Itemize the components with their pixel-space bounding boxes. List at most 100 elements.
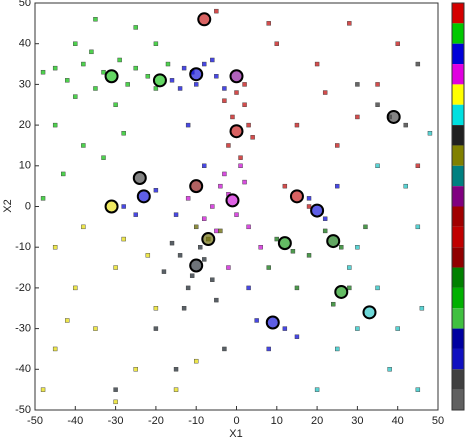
point [355,82,360,87]
point [415,61,421,67]
point [355,114,360,120]
colorbar-cell [452,389,464,410]
cluster-center [289,189,304,204]
point [153,41,159,46]
point [169,78,175,83]
point [52,346,58,352]
point [113,265,118,270]
point [185,122,191,128]
colorbar-cell [452,287,464,309]
point [222,171,227,177]
point [314,387,320,392]
point [238,163,243,169]
point [65,318,70,323]
cluster-center [189,258,204,273]
cluster-center [277,236,292,251]
point [331,301,336,307]
cluster-center [189,67,204,82]
point [403,122,408,128]
cluster-center [136,189,151,204]
point [238,155,243,160]
point [322,90,328,95]
point [375,102,380,107]
cluster-center [265,315,280,330]
point [40,387,46,392]
point [419,306,425,311]
point [193,358,199,364]
point [266,265,271,270]
point [294,285,300,291]
point [145,253,151,258]
point [125,82,130,87]
point [133,65,138,71]
point [335,183,340,189]
point [322,216,328,221]
point [363,224,368,230]
point [347,265,352,270]
point [52,244,58,250]
point [322,228,328,234]
y-tick-label: -10 [15,241,31,253]
point [242,179,247,185]
point [113,399,118,405]
point [335,346,340,352]
point [274,236,279,242]
cluster-center [326,234,341,249]
cluster-center [229,69,244,84]
point [113,387,118,392]
cluster-center [189,179,204,194]
point [226,265,231,270]
point [145,74,151,79]
cluster-center [362,305,377,320]
point [222,98,227,103]
point [375,285,380,291]
y-tick-label: 20 [19,119,31,131]
y-tick-label: 10 [19,160,31,172]
y-tick-label: 50 [19,0,31,9]
point [121,236,126,242]
point [185,285,191,291]
point [173,212,179,217]
point [93,326,98,331]
x-tick-label: 30 [351,415,363,427]
point [153,326,159,331]
point [282,183,288,189]
point [181,65,187,71]
cluster-center [104,69,119,84]
x-tick-label: -40 [67,415,83,427]
x-tick-label: -10 [188,415,204,427]
point [202,257,207,262]
point [347,285,352,291]
point [230,114,235,120]
point [202,163,207,169]
cluster-center [334,284,349,299]
point [161,269,167,274]
colorbar-cell [452,226,464,248]
point [242,102,247,107]
point [153,306,159,311]
point [153,188,159,193]
y-axis-label: X2 [2,199,14,212]
cluster-center [386,109,401,124]
point [314,61,320,67]
point [214,8,219,14]
point [246,122,251,128]
y-tick-label: 40 [19,38,31,50]
point [173,387,179,392]
point [52,122,58,128]
point [250,135,255,140]
point [395,326,400,331]
point [210,204,215,209]
point [403,183,408,189]
point [427,131,433,136]
x-tick-label: 10 [271,415,283,427]
point [177,253,183,258]
colorbar-cell [452,23,464,44]
y-tick-label: -40 [15,363,31,375]
cluster-center [197,12,212,27]
point [218,228,223,234]
x-tick-label: 50 [432,415,444,427]
point [218,183,223,189]
point [81,61,86,67]
point [117,57,122,63]
